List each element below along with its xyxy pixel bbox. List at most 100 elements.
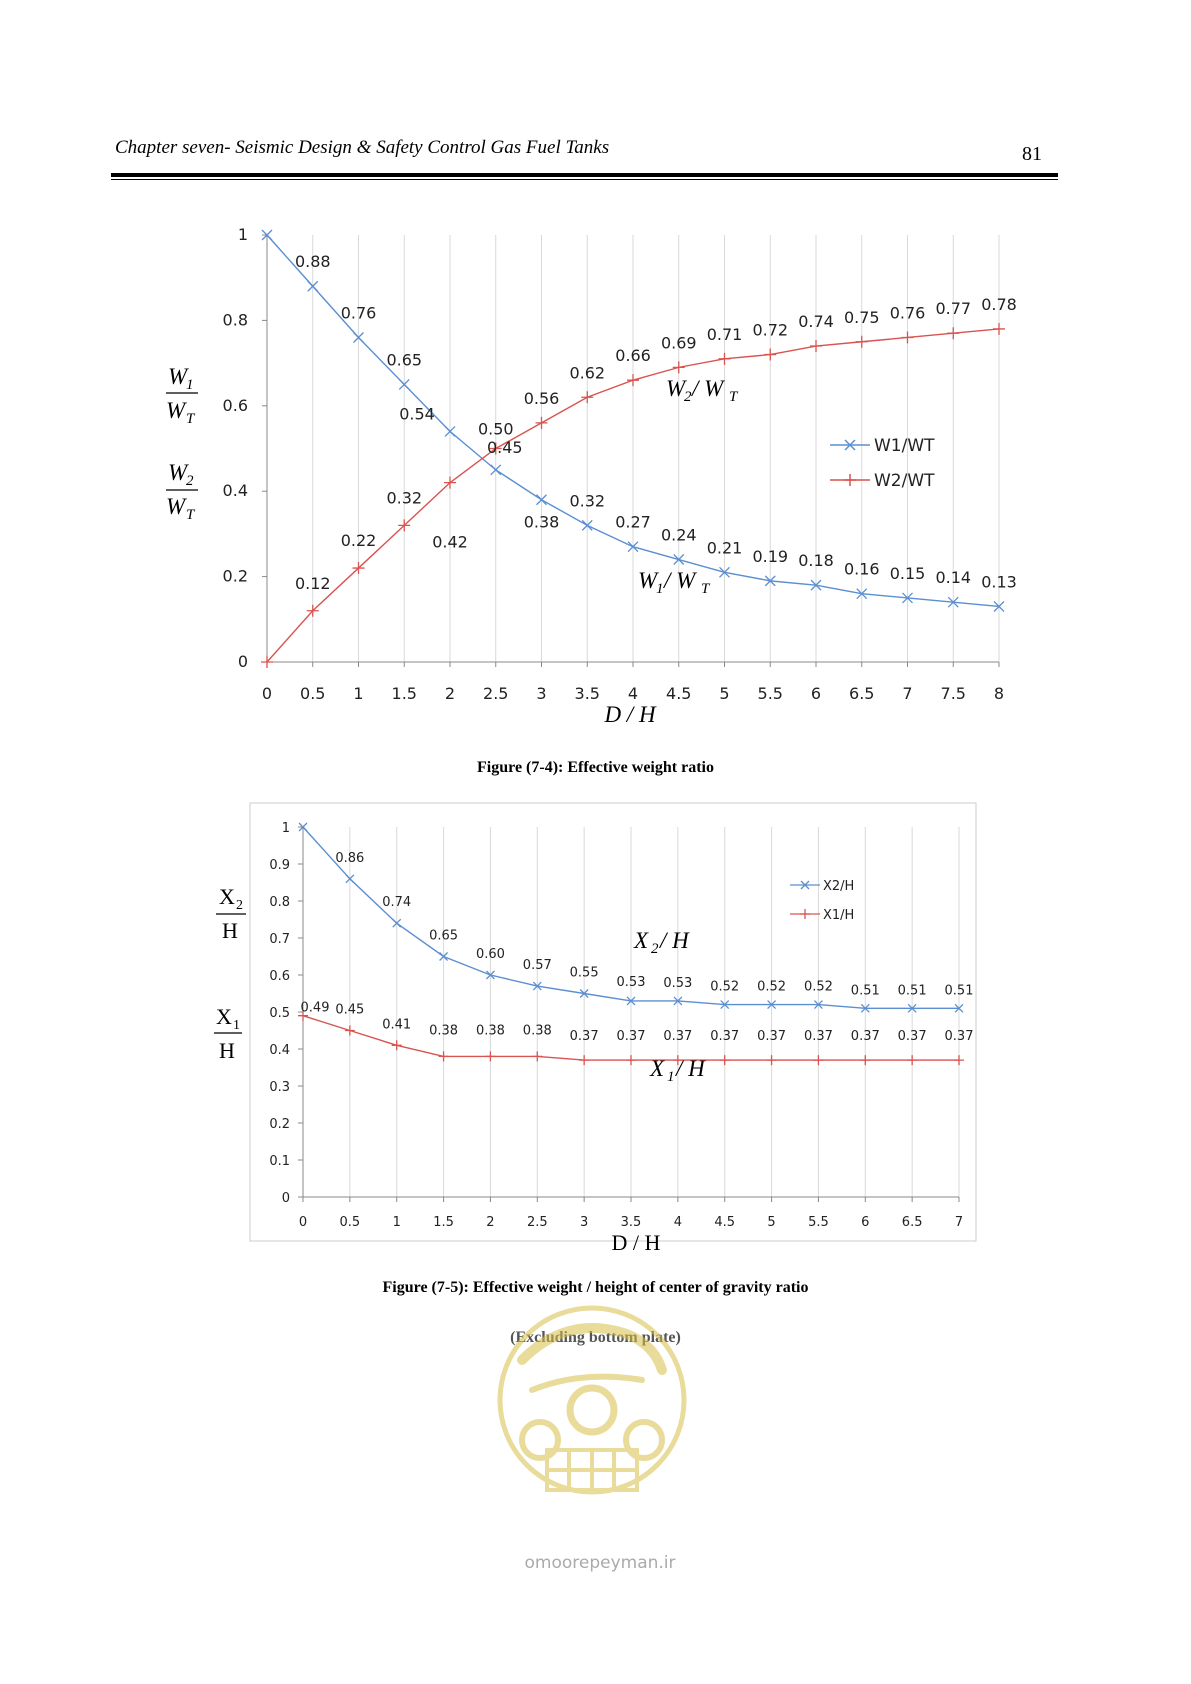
chart2-grid (349, 827, 960, 1197)
y-tick-label: 0.5 (269, 1006, 290, 1021)
data-point-marker (307, 280, 319, 292)
data-label: 0.38 (524, 513, 560, 532)
x-tick-label: 1 (353, 684, 363, 703)
data-point-marker (485, 970, 495, 980)
data-point-marker (810, 579, 822, 591)
data-point-marker (535, 416, 548, 429)
svg-text:1: 1 (656, 581, 664, 597)
data-point-marker (860, 1055, 871, 1066)
data-label: 0.32 (569, 491, 605, 510)
chart2-series (298, 822, 964, 1066)
chart2-y-ticks: 0 0.1 0.2 0.3 0.4 0.5 0.6 0.7 0.8 0.9 1 (269, 821, 290, 1206)
y-tick-label: 0.1 (269, 1154, 290, 1169)
data-label: 0.88 (295, 252, 331, 271)
data-point-marker (907, 1003, 917, 1013)
data-point-marker (947, 596, 959, 608)
chart2-x-ticks: 0 0.5 1 1.5 2 2.5 3 3.5 4 4.5 5 5.5 6 6.5 7 (299, 1215, 963, 1230)
data-point-marker (345, 874, 355, 884)
data-point-marker (532, 1051, 543, 1062)
data-label: 0.37 (898, 1029, 927, 1044)
data-label: 0.72 (752, 321, 788, 340)
y-tick-label: 0 (238, 652, 248, 671)
y-tick-label: 0.8 (223, 310, 248, 329)
y-tick-label: 1 (282, 821, 290, 836)
data-point-marker (856, 588, 868, 600)
svg-text:/ H: / H (658, 928, 690, 953)
data-point-marker (439, 952, 449, 961)
data-label: 0.22 (341, 531, 377, 550)
chart2-y-axis-label: X 2 H X 1 H (214, 884, 246, 1063)
data-label: 0.50 (478, 420, 514, 439)
y-tick-label: 0 (282, 1191, 290, 1206)
svg-text:/ W: / W (662, 568, 697, 593)
x-tick-label: 4 (674, 1215, 682, 1230)
data-label: 0.71 (707, 325, 743, 344)
data-point-marker (672, 361, 685, 374)
data-point-marker (392, 918, 402, 928)
data-label: 0.37 (570, 1029, 599, 1044)
data-label: 0.51 (851, 983, 880, 998)
data-point-marker (490, 464, 502, 476)
data-point-marker (719, 566, 730, 578)
data-point-marker (718, 352, 731, 365)
data-point-marker (810, 340, 822, 353)
x-tick-label: 5 (719, 684, 729, 703)
x-tick-label: 2 (486, 1215, 494, 1230)
data-point-marker (813, 1055, 824, 1066)
data-point-marker (902, 592, 913, 604)
chart2-x-axis-label: D / H (612, 1230, 661, 1255)
svg-text:/ H: / H (674, 1056, 706, 1081)
figure-7-4-caption: Figure (7-4): Effective weight ratio (477, 759, 714, 776)
data-point-marker (767, 1000, 777, 1010)
y-label-w2-den: W (166, 494, 187, 519)
data-label: 0.51 (945, 983, 974, 998)
data-label: 0.37 (757, 1029, 786, 1044)
data-label: 0.37 (710, 1029, 739, 1044)
data-label: 0.69 (661, 333, 697, 352)
data-label: 0.75 (844, 308, 880, 327)
data-label: 0.60 (476, 947, 505, 962)
y-tick-label: 0.8 (269, 895, 290, 910)
data-point-marker (901, 331, 914, 344)
x-tick-label: 5.5 (808, 1215, 829, 1230)
chapter-title: Chapter seven- Seismic Design & Safety C… (115, 137, 610, 158)
data-label: 0.37 (617, 1029, 646, 1044)
chart1-x-axis-label: D / H (603, 702, 657, 727)
legend-item-x1-h: X1/H (790, 908, 854, 923)
x-tick-label: 3.5 (575, 684, 600, 703)
y-tick-label: 0.7 (269, 932, 290, 947)
legend-label-x2-h: X2/H (823, 879, 854, 894)
x-tick-label: 0 (299, 1215, 307, 1230)
data-point-marker (626, 1055, 636, 1066)
data-point-marker (719, 1055, 730, 1066)
y-label-x1-num: X (216, 1004, 232, 1029)
data-point-marker (627, 374, 639, 387)
data-point-marker (579, 989, 589, 998)
data-point-marker (444, 476, 456, 489)
data-point-marker (764, 348, 777, 361)
chart1-y-axis-label: W 1 W T W 2 W T (166, 364, 198, 523)
x-tick-label: 0.5 (300, 684, 325, 703)
legend-item-x2-h: X2/H (790, 879, 854, 894)
data-label: 0.49 (301, 1001, 330, 1016)
data-label: 0.66 (615, 346, 651, 365)
svg-text:T: T (729, 389, 739, 405)
data-label: 0.62 (569, 363, 605, 382)
x-tick-label: 5 (767, 1215, 775, 1230)
data-label: 0.53 (663, 976, 692, 991)
chart1-series (261, 229, 1005, 668)
data-point-marker (627, 541, 639, 553)
data-point-marker (581, 519, 593, 531)
data-point-marker (673, 554, 685, 565)
x-tick-label: 1 (393, 1215, 401, 1230)
data-point-marker (298, 1010, 308, 1021)
data-label: 0.14 (935, 568, 971, 587)
y-tick-label: 1 (238, 225, 248, 244)
x-tick-label: 1.5 (433, 1215, 454, 1230)
svg-text:X: X (633, 928, 649, 953)
effective-weight-ratio-chart: 0 0.5 1 1.5 2 2.5 3 3.5 4 4.5 5 5.5 6 6.5 7 7.5 8 0 0.2 0.… (166, 225, 1017, 727)
x-tick-label: 6.5 (902, 1215, 923, 1230)
data-point-marker (855, 335, 868, 348)
data-point-marker (954, 1055, 964, 1066)
curve-label-w2-wt: W 2 / W T (666, 376, 739, 405)
